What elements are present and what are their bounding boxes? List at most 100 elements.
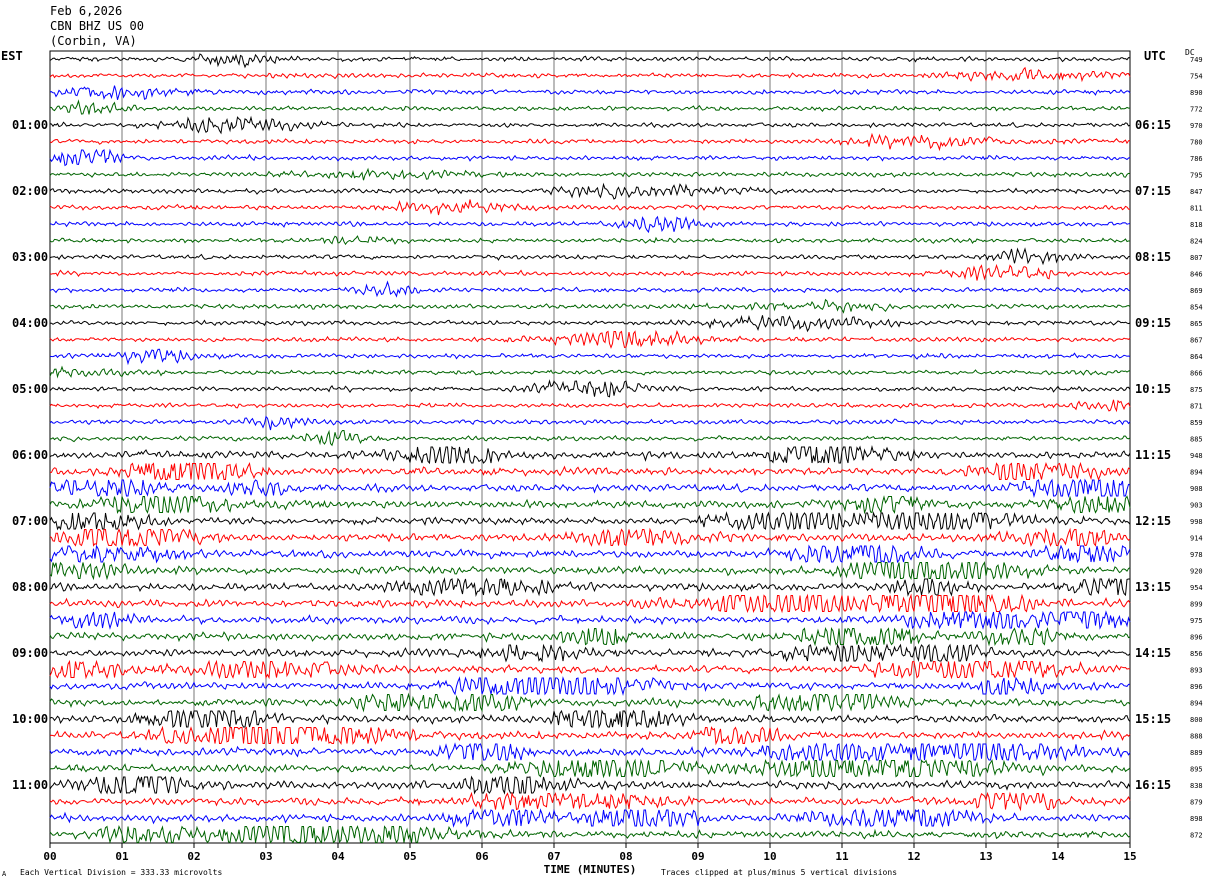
station-code: CBN BHZ US 00 [50,19,144,33]
seismic-trace [49,85,1131,100]
dc-offset-label: 786 [1190,155,1203,163]
right-hour-label: 13:15 [1135,580,1171,594]
seismic-trace [49,610,1131,630]
dc-offset-label: 772 [1190,106,1203,114]
right-hour-label: 06:15 [1135,118,1171,132]
seismic-trace [49,263,1131,281]
seismic-trace [49,544,1131,564]
seismic-trace [49,709,1131,729]
dc-offset-label: 954 [1190,584,1203,592]
dc-offset-label: 978 [1190,551,1203,559]
x-tick-label: 11 [835,850,849,863]
dc-column-label: DC [1185,48,1195,57]
clip-note: Traces clipped at plus/minus 5 vertical … [661,868,898,877]
dc-offset-label: 871 [1190,403,1203,411]
seismic-trace [49,643,1131,663]
dc-offset-label: 898 [1190,815,1203,823]
seismic-trace [49,561,1131,581]
seismic-trace [49,758,1131,779]
dc-offset-label: 749 [1190,56,1203,64]
dc-offset-label: 854 [1190,304,1203,312]
seismic-trace [49,527,1131,548]
seismic-trace [49,511,1131,531]
dc-offset-label: 908 [1190,485,1203,493]
dc-offset-label: 920 [1190,568,1203,576]
dc-offset-label: 893 [1190,667,1203,675]
x-tick-label: 05 [403,850,416,863]
dc-offset-label: 800 [1190,716,1203,724]
seismic-trace [49,626,1131,647]
right-hour-label: 12:15 [1135,514,1171,528]
seismic-trace [49,365,1131,379]
x-tick-label: 06 [475,850,489,863]
x-axis-label: TIME (MINUTES) [544,863,637,876]
right-hour-label: 08:15 [1135,250,1171,264]
dc-offset-label: 754 [1190,73,1203,81]
seismic-trace [49,379,1131,398]
right-hour-label: 11:15 [1135,448,1171,462]
left-hour-label: 07:00 [12,514,48,528]
dc-offset-label: 894 [1190,700,1203,708]
seismic-trace [49,808,1131,828]
corner-mark: A [2,870,7,878]
dc-offset-label: 889 [1190,749,1203,757]
seismic-trace [49,725,1131,746]
seismic-trace [49,742,1131,762]
dc-offset-label: 865 [1190,320,1203,328]
dc-offset-label: 895 [1190,766,1203,774]
dc-offset-label: 914 [1190,535,1203,543]
dc-offset-label: 872 [1190,832,1203,840]
left-hour-label: 09:00 [12,646,48,660]
dc-offset-label: 807 [1190,254,1203,262]
dc-offset-label: 975 [1190,617,1203,625]
seismic-trace [49,280,1131,298]
station-location: (Corbin, VA) [50,34,137,48]
x-tick-label: 12 [907,850,920,863]
seismic-trace [49,824,1131,845]
seismic-trace [49,167,1131,181]
x-tick-label: 08 [619,850,632,863]
dc-offset-label: 899 [1190,601,1203,609]
seismic-trace [49,66,1131,83]
x-tick-label: 07 [547,850,560,863]
plot-date: Feb 6,2026 [50,4,123,18]
x-tick-label: 14 [1051,850,1065,863]
dc-offset-label: 885 [1190,436,1203,444]
seismic-trace [49,53,1131,69]
right-hour-label: 14:15 [1135,646,1171,660]
dc-offset-label: 856 [1190,650,1203,658]
x-tick-label: 00 [43,850,56,863]
left-hour-label: 08:00 [12,580,48,594]
x-tick-label: 03 [259,850,272,863]
dc-offset-label: 811 [1190,205,1203,213]
x-tick-label: 01 [115,850,129,863]
seismic-trace [49,429,1131,447]
seismic-trace [49,478,1131,498]
seismic-trace [49,314,1131,333]
x-tick-label: 15 [1123,850,1136,863]
dc-offset-label: 879 [1190,799,1203,807]
right-timezone-label: UTC [1144,49,1166,63]
x-tick-label: 04 [331,850,345,863]
dc-offset-label: 896 [1190,634,1203,642]
dc-offset-label: 795 [1190,172,1203,180]
right-hour-label: 09:15 [1135,316,1171,330]
seismic-trace [49,775,1131,795]
seismic-trace [49,199,1131,216]
seismic-trace [49,495,1131,515]
x-tick-label: 10 [763,850,776,863]
seismic-trace [49,247,1131,266]
right-hour-label: 15:15 [1135,712,1171,726]
dc-offset-label: 867 [1190,337,1203,345]
left-hour-label: 01:00 [12,118,48,132]
seismic-trace [49,235,1131,246]
plot-frame [49,50,1131,844]
dc-offset-label: 818 [1190,221,1203,229]
dc-offset-label: 875 [1190,386,1203,394]
dc-offset-label: 890 [1190,89,1203,97]
left-hour-label: 11:00 [12,778,48,792]
dc-offset-label: 888 [1190,733,1203,741]
seismic-trace [49,692,1131,713]
right-hour-label: 10:15 [1135,382,1171,396]
